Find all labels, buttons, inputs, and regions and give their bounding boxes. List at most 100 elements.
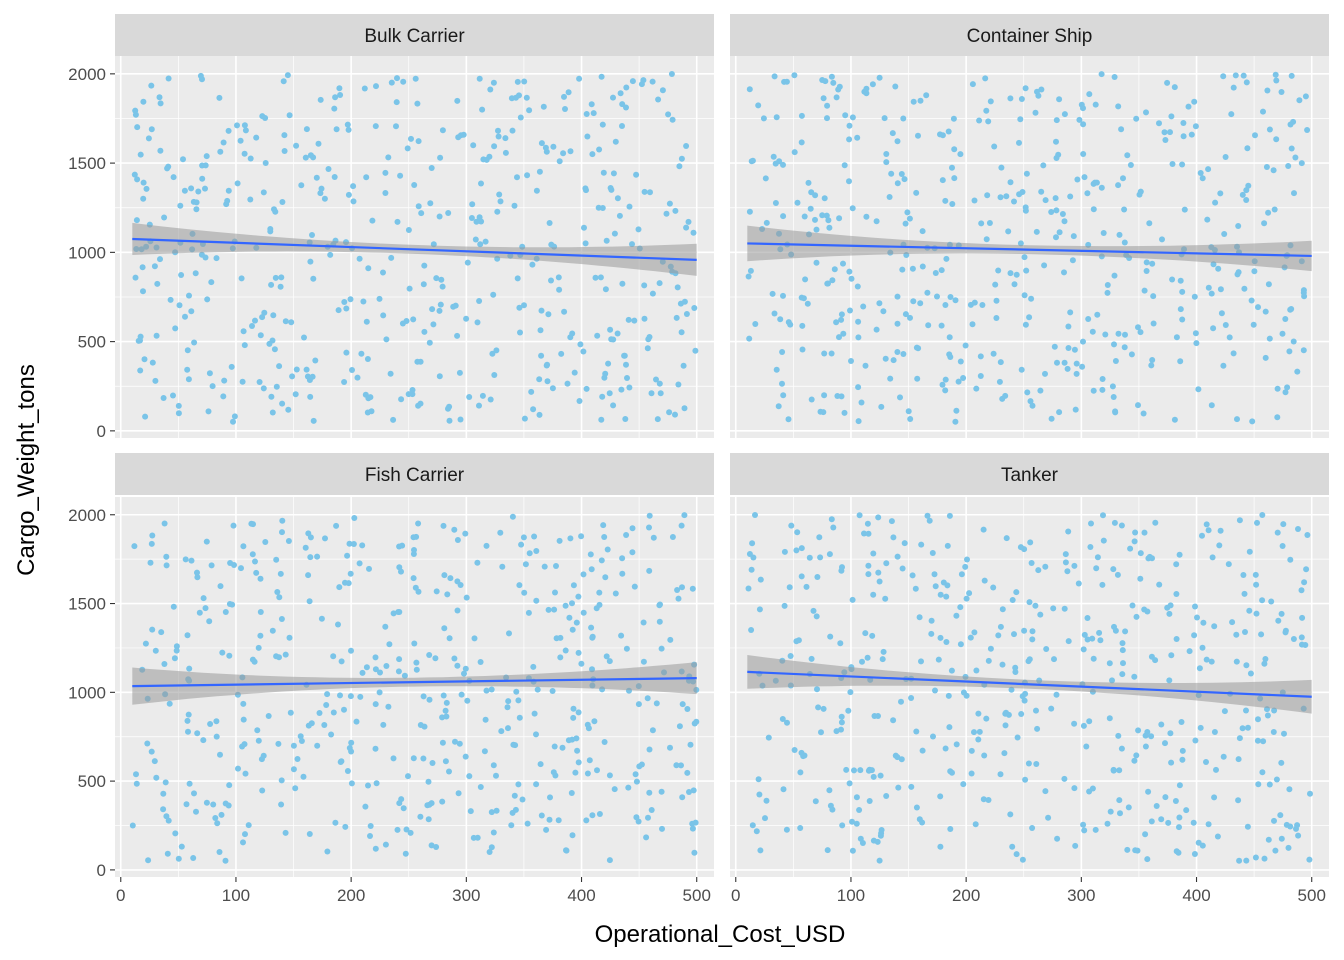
scatter-point xyxy=(437,154,444,161)
scatter-point xyxy=(775,403,782,410)
scatter-point xyxy=(328,731,335,738)
scatter-point xyxy=(286,112,293,119)
scatter-point xyxy=(426,339,433,346)
scatter-point xyxy=(443,699,450,706)
scatter-point xyxy=(826,551,833,558)
scatter-point xyxy=(1252,571,1259,578)
scatter-point xyxy=(557,654,564,661)
scatter-point xyxy=(932,583,939,590)
scatter-point xyxy=(421,328,428,335)
scatter-point xyxy=(1013,851,1020,858)
scatter-point xyxy=(1072,842,1079,849)
scatter-point xyxy=(545,311,552,318)
scatter-point xyxy=(129,822,136,829)
scatter-point xyxy=(684,706,691,712)
scatter-point xyxy=(763,219,770,226)
scatter-point xyxy=(573,619,580,626)
scatter-point xyxy=(1240,72,1247,79)
scatter-point xyxy=(1116,231,1123,238)
scatter-point xyxy=(202,185,208,192)
scatter-point xyxy=(1007,179,1014,186)
scatter-point xyxy=(883,793,890,799)
scatter-point xyxy=(193,206,200,213)
scatter-point xyxy=(623,361,629,368)
scatter-point xyxy=(854,283,861,290)
scatter-point xyxy=(746,551,753,557)
scatter-point xyxy=(1271,817,1277,824)
scatter-point xyxy=(438,276,445,283)
scatter-point xyxy=(530,663,537,670)
scatter-point xyxy=(521,78,528,85)
scatter-point xyxy=(508,822,515,829)
scatter-point xyxy=(1034,725,1041,732)
scatter-point xyxy=(854,134,861,141)
scatter-point xyxy=(646,512,653,519)
scatter-point xyxy=(257,632,264,639)
scatter-point xyxy=(649,78,656,85)
scatter-point xyxy=(241,342,248,349)
scatter-point xyxy=(655,96,662,103)
scatter-point xyxy=(875,713,881,719)
scatter-point xyxy=(1261,855,1268,862)
scatter-point xyxy=(625,784,632,791)
scatter-point xyxy=(418,210,425,217)
scatter-point xyxy=(1107,808,1114,815)
scatter-point xyxy=(901,176,908,183)
scatter-point xyxy=(183,801,190,808)
scatter-point xyxy=(1116,767,1123,774)
scatter-point xyxy=(200,595,207,602)
scatter-point xyxy=(483,156,490,163)
scatter-point xyxy=(457,582,464,588)
scatter-point xyxy=(154,280,161,287)
scatter-point xyxy=(477,659,484,665)
scatter-point xyxy=(840,330,847,337)
scatter-point xyxy=(439,714,446,721)
scatter-point xyxy=(1275,617,1282,624)
scatter-point xyxy=(188,185,195,192)
scatter-point xyxy=(1192,330,1199,337)
scatter-point xyxy=(869,632,876,639)
scatter-point xyxy=(898,756,905,763)
scatter-point xyxy=(491,143,498,150)
scatter-point xyxy=(1086,718,1093,725)
scatter-point xyxy=(813,226,820,233)
scatter-point xyxy=(1013,271,1020,278)
scatter-point xyxy=(1272,71,1279,78)
scatter-point xyxy=(646,567,653,574)
scatter-point xyxy=(1285,163,1292,169)
scatter-point xyxy=(1176,551,1183,558)
scatter-point xyxy=(1266,781,1273,788)
scatter-point xyxy=(1172,798,1179,804)
scatter-point xyxy=(380,721,387,728)
scatter-point xyxy=(538,307,545,314)
scatter-point xyxy=(524,172,531,179)
scatter-point xyxy=(692,347,699,354)
scatter-point xyxy=(816,534,823,541)
scatter-point xyxy=(883,560,890,567)
scatter-point xyxy=(149,626,156,633)
scatter-point xyxy=(509,513,516,520)
scatter-point xyxy=(461,670,467,677)
scatter-point xyxy=(926,517,933,524)
scatter-point xyxy=(1061,218,1068,225)
scatter-point xyxy=(149,359,156,366)
scatter-point xyxy=(255,644,262,651)
scatter-point xyxy=(846,268,853,275)
scatter-point xyxy=(597,274,604,281)
scatter-point xyxy=(618,386,625,393)
scatter-point xyxy=(820,705,827,712)
scatter-point xyxy=(542,144,549,151)
scatter-point xyxy=(917,300,924,307)
scatter-point xyxy=(916,816,923,823)
scatter-point xyxy=(924,512,931,519)
scatter-point xyxy=(537,761,544,768)
scatter-point xyxy=(1302,93,1309,100)
scatter-point xyxy=(919,747,926,754)
scatter-point xyxy=(230,418,236,425)
scatter-point xyxy=(971,629,978,636)
scatter-point xyxy=(269,337,276,344)
scatter-point xyxy=(813,613,820,620)
scatter-point xyxy=(975,736,982,743)
scatter-point xyxy=(388,79,395,86)
